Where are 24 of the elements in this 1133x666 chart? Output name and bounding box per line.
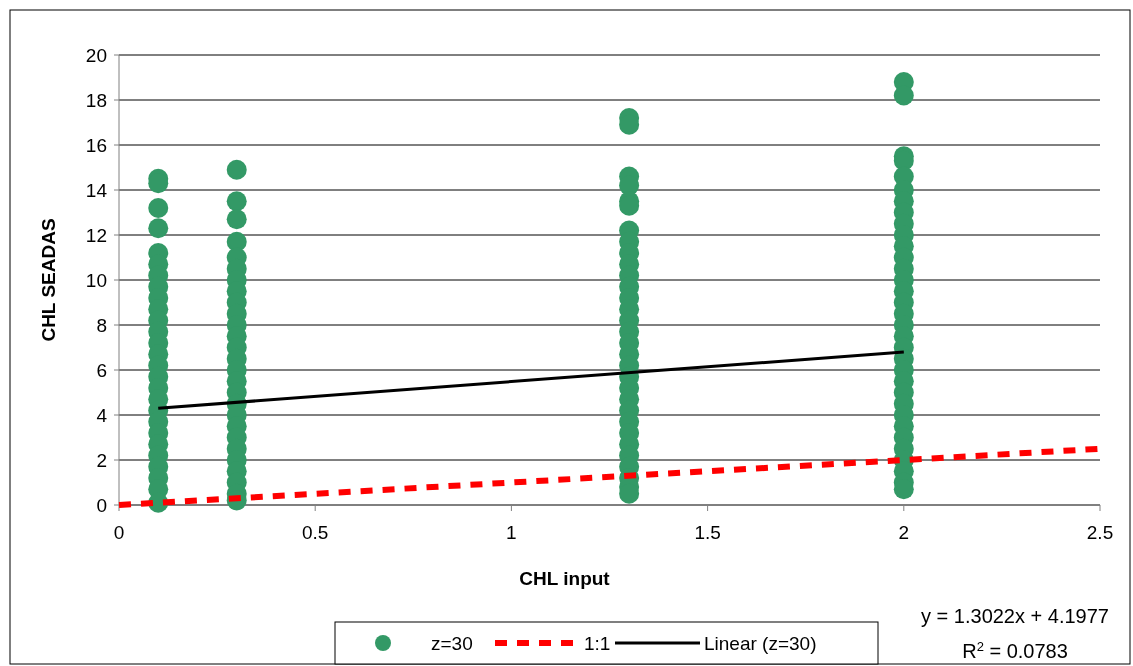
x-tick-label: 2.5 <box>1086 522 1114 543</box>
y-tick-label: 0 <box>96 495 107 516</box>
y-tick-label: 6 <box>96 360 107 381</box>
x-tick-label: 0.5 <box>301 522 329 543</box>
x-tick-label: 0 <box>113 522 125 543</box>
y-axis-title: CHL SEADAS <box>38 218 59 342</box>
y-tick-label: 2 <box>96 450 107 471</box>
y-tick-label: 16 <box>85 135 107 156</box>
x-axis-title: CHL input <box>519 568 611 589</box>
y-tick-label: 12 <box>85 225 107 246</box>
y-tick-label: 14 <box>85 180 108 201</box>
y-tick-label: 18 <box>85 90 107 111</box>
x-tick-label: 1 <box>506 522 517 543</box>
text: R$^{2}$ = 0.0783 <box>962 638 1068 662</box>
y-tick-label: 10 <box>85 270 107 291</box>
legend-label: Linear (z=30) <box>704 633 817 654</box>
x-tick-label: 1.5 <box>694 522 721 543</box>
y-tick-label: 4 <box>96 405 108 426</box>
legend-label: z=30 <box>431 633 473 654</box>
legend-label: 1:1 <box>584 633 611 654</box>
x-tick-label: 2 <box>898 522 910 543</box>
y-tick-label: 8 <box>96 315 107 336</box>
text: y = 1.3022x + 4.1977 <box>921 605 1109 627</box>
y-tick-label: 20 <box>85 45 107 66</box>
